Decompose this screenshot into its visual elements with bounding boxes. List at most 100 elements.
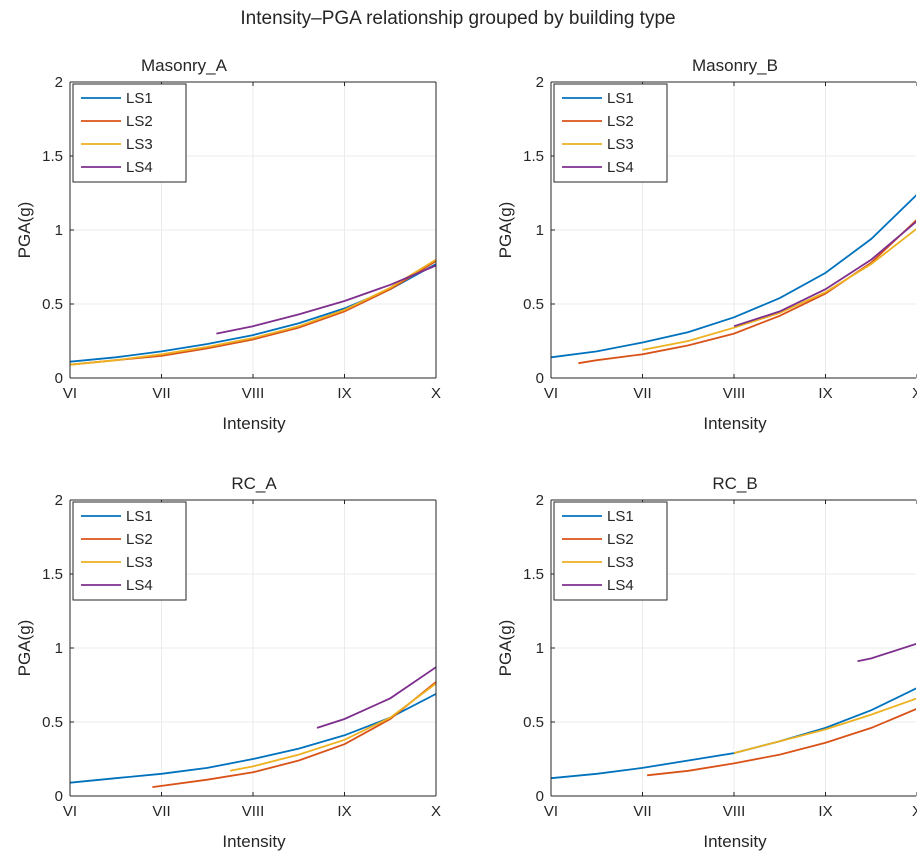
y-tick-label: 0	[55, 370, 63, 387]
x-axis-label: Intensity	[222, 414, 286, 433]
x-axis-label: Intensity	[222, 832, 286, 851]
legend-label: LS1	[607, 90, 634, 107]
series-lines	[70, 666, 436, 788]
subplot-title: RC_B	[712, 474, 757, 493]
legend-label: LS4	[126, 577, 153, 594]
x-tick-label: X	[912, 385, 917, 402]
x-tick-label: VII	[633, 385, 651, 402]
legend-label: LS4	[607, 577, 634, 594]
legend: LS1 LS2 LS3 LS4	[553, 501, 668, 601]
y-tick-label: 1.5	[523, 566, 544, 583]
series-line-ls3	[229, 682, 436, 772]
series-line-ls1	[551, 194, 916, 359]
y-tick-label: 1.5	[42, 148, 63, 165]
x-tick-label: VIII	[723, 803, 746, 820]
y-tick-label: 0.5	[523, 296, 544, 313]
series-line-ls3	[642, 228, 916, 351]
legend-label: LS3	[126, 554, 153, 571]
y-tick-label: 2	[55, 492, 63, 509]
series-line-ls4	[733, 220, 916, 328]
legend-label: LS2	[607, 113, 634, 130]
y-tick-label: 0	[536, 370, 544, 387]
x-tick-label: VII	[152, 385, 170, 402]
y-tick-label: 0	[55, 788, 63, 805]
x-tick-label: VIII	[242, 803, 265, 820]
x-tick-label: IX	[818, 385, 832, 402]
subplot-rc-b: RC_B Intensity PGA(g) VI VII VIII IX X 0 0.5 1 1…	[496, 474, 917, 851]
x-tick-label: X	[912, 803, 917, 820]
legend-box	[553, 501, 668, 601]
series-line-ls3	[70, 258, 436, 366]
series-line-ls2	[647, 708, 916, 777]
y-tick-label: 0.5	[42, 296, 63, 313]
legend-label: LS4	[607, 159, 634, 176]
legend-label: LS1	[126, 508, 153, 525]
subplot-masonry-b: Masonry_B Intensity PGA(g) VI VII VIII IX X 0…	[496, 56, 917, 433]
legend-box	[72, 501, 187, 601]
x-tick-label: IX	[337, 385, 351, 402]
x-axis-label: Intensity	[703, 832, 767, 851]
legend-label: LS1	[126, 90, 153, 107]
series-line-ls2	[152, 681, 436, 788]
y-tick-label: 1	[536, 640, 544, 657]
series-line-ls4	[216, 264, 436, 335]
y-tick-label: 2	[55, 74, 63, 91]
series-lines	[70, 258, 436, 366]
x-tick-label: X	[431, 385, 441, 402]
legend-box	[553, 83, 668, 183]
y-tick-label: 2	[536, 74, 544, 91]
y-tick-label: 1.5	[42, 566, 63, 583]
legend-label: LS4	[126, 159, 153, 176]
y-tick-label: 1	[536, 222, 544, 239]
x-tick-label: VI	[544, 803, 558, 820]
x-tick-label: VII	[633, 803, 651, 820]
legend-label: LS2	[126, 531, 153, 548]
y-axis-label: PGA(g)	[496, 620, 515, 677]
y-tick-label: 2	[536, 492, 544, 509]
legend-label: LS3	[607, 554, 634, 571]
y-tick-label: 1	[55, 222, 63, 239]
x-tick-label: X	[431, 803, 441, 820]
y-axis-label: PGA(g)	[15, 620, 34, 677]
x-tick-label: VII	[152, 803, 170, 820]
legend-label: LS1	[607, 508, 634, 525]
series-line-ls4	[316, 666, 436, 729]
legend-label: LS2	[607, 531, 634, 548]
legend-label: LS3	[126, 136, 153, 153]
y-tick-label: 0.5	[42, 714, 63, 731]
x-axis-label: Intensity	[703, 414, 767, 433]
series-lines	[551, 642, 916, 780]
legend-label: LS2	[126, 113, 153, 130]
y-axis-label: PGA(g)	[15, 202, 34, 259]
subplot-title: Masonry_A	[141, 56, 228, 75]
subplot-title: RC_A	[231, 474, 277, 493]
subplot-title: Masonry_B	[692, 56, 778, 75]
x-tick-label: VI	[63, 803, 77, 820]
grid	[551, 82, 916, 378]
x-tick-label: VI	[544, 385, 558, 402]
legend: LS1 LS2 LS3 LS4	[553, 83, 668, 183]
x-tick-label: IX	[818, 803, 832, 820]
legend: LS1 LS2 LS3 LS4	[72, 501, 187, 601]
x-tick-label: VIII	[242, 385, 265, 402]
y-axis-label: PGA(g)	[496, 202, 515, 259]
grid	[70, 500, 436, 796]
subplot-masonry-a: Masonry_A Intensity PGA(g) VI VII VIII IX X 0…	[15, 56, 441, 433]
y-tick-label: 0.5	[523, 714, 544, 731]
series-line-ls4	[857, 642, 916, 663]
y-tick-label: 0	[536, 788, 544, 805]
y-tick-label: 1	[55, 640, 63, 657]
series-lines	[551, 194, 916, 365]
y-tick-label: 1.5	[523, 148, 544, 165]
x-tick-label: VI	[63, 385, 77, 402]
x-tick-label: VIII	[723, 385, 746, 402]
figure-title: Intensity–PGA relationship grouped by bu…	[240, 8, 675, 29]
series-line-ls3	[733, 697, 916, 754]
legend: LS1 LS2 LS3 LS4	[72, 83, 187, 183]
legend-label: LS3	[607, 136, 634, 153]
subplot-rc-a: RC_A Intensity PGA(g) VI VII VIII IX X 0 0.5 1 1…	[15, 474, 441, 851]
legend-box	[72, 83, 187, 183]
x-tick-label: IX	[337, 803, 351, 820]
series-line-ls1	[70, 693, 436, 784]
